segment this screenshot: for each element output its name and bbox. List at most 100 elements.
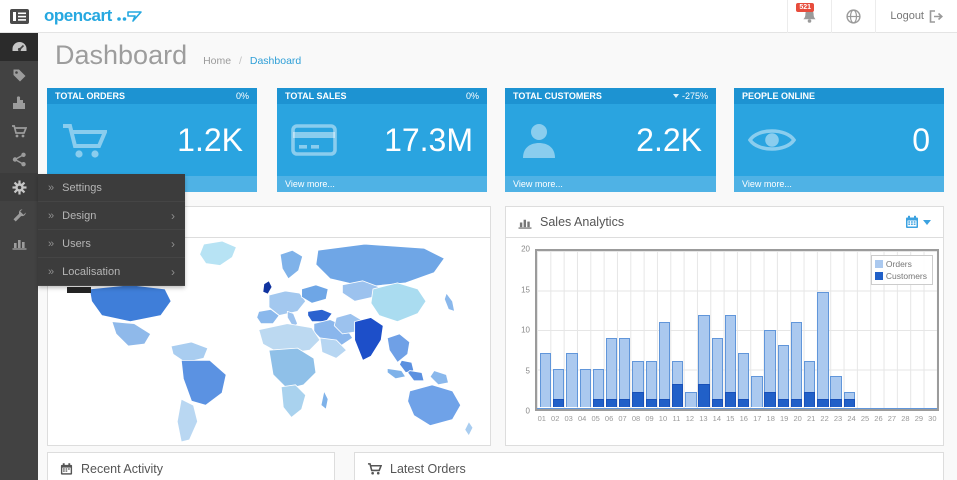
orders-bar[interactable]	[843, 391, 855, 407]
orders-bar[interactable]	[764, 330, 776, 407]
x-tick-label: 08	[631, 414, 641, 423]
customers-bar[interactable]	[777, 399, 789, 407]
share-icon	[12, 152, 26, 166]
orders-bar[interactable]	[830, 376, 842, 407]
latest-orders-panel: Latest Orders	[354, 452, 944, 480]
logout-label: Logout	[890, 10, 924, 22]
logout-button[interactable]: Logout	[875, 0, 957, 33]
sidebar-item-reports[interactable]	[0, 229, 38, 257]
customers-bar[interactable]	[645, 399, 657, 407]
breadcrumb-current[interactable]: Dashboard	[249, 55, 302, 67]
y-tick-label: 20	[521, 244, 530, 254]
orders-bar[interactable]	[724, 314, 737, 407]
chart-day-slot	[763, 253, 776, 407]
x-tick-label: 20	[793, 414, 802, 423]
orders-bar[interactable]	[711, 337, 723, 407]
breadcrumb-home[interactable]: Home	[203, 55, 232, 67]
date-range-button[interactable]	[905, 215, 931, 229]
x-tick-label: 25	[860, 414, 870, 423]
customers-bar[interactable]	[658, 399, 671, 407]
orders-bar[interactable]	[777, 345, 789, 407]
notifications-button[interactable]: 521	[787, 0, 831, 33]
submenu-item-design[interactable]: » Design ›	[38, 202, 185, 230]
customers-bar[interactable]	[817, 399, 829, 407]
sidebar-item-catalog[interactable]	[0, 61, 38, 89]
stores-button[interactable]	[831, 0, 875, 33]
customers-bar[interactable]	[632, 391, 644, 407]
orders-bar[interactable]	[790, 322, 803, 407]
orders-bar[interactable]	[539, 353, 552, 407]
tile-label: TOTAL SALES	[285, 91, 347, 101]
x-tick-label: 18	[766, 414, 775, 423]
x-tick-label: 30	[928, 414, 937, 423]
menu-toggle-button[interactable]	[0, 0, 38, 33]
orders-bar[interactable]	[751, 376, 763, 407]
orders-bar[interactable]	[632, 360, 644, 407]
submenu-item-users[interactable]: » Users ›	[38, 230, 185, 258]
opencart-arrow-icon	[116, 11, 142, 22]
chart-day-slot	[711, 253, 724, 407]
tile-value: 17.3M	[384, 121, 473, 158]
sidebar-item-extensions[interactable]	[0, 89, 38, 117]
customers-bar[interactable]	[553, 399, 565, 407]
sidebar-item-sales[interactable]	[0, 117, 38, 145]
orders-bar[interactable]	[737, 353, 750, 407]
y-tick-label: 10	[521, 325, 530, 335]
orders-bar[interactable]	[645, 360, 657, 407]
customers-bar[interactable]	[592, 399, 605, 407]
bell-icon	[803, 9, 816, 23]
customers-bar[interactable]	[764, 391, 776, 407]
panel-title: Latest Orders	[390, 461, 466, 476]
double-angle-icon: »	[48, 265, 55, 278]
sidebar-item-marketing[interactable]	[0, 145, 38, 173]
orders-bar[interactable]	[579, 368, 591, 407]
customers-bar[interactable]	[671, 383, 684, 407]
submenu-item-label: Users	[62, 237, 91, 250]
sidebar-item-tools[interactable]	[0, 201, 38, 229]
chart-day-slot	[605, 253, 618, 407]
customers-bar[interactable]	[830, 399, 842, 407]
x-tick-label: 23	[833, 414, 843, 423]
customers-bar[interactable]	[711, 399, 723, 407]
orders-bar[interactable]	[685, 391, 697, 407]
customers-bar[interactable]	[605, 399, 618, 407]
customers-bar[interactable]	[698, 383, 710, 407]
submenu-item-localisation[interactable]: » Localisation ›	[38, 258, 185, 286]
x-tick-label: 02	[551, 414, 560, 423]
orders-bar[interactable]	[817, 291, 829, 407]
chart-day-slot	[697, 253, 710, 407]
view-more-link[interactable]: View more...	[734, 176, 944, 192]
submenu-item-label: Localisation	[62, 265, 121, 278]
x-tick-label: 09	[645, 414, 654, 423]
orders-bar[interactable]	[698, 314, 710, 407]
sidebar-item-dashboard[interactable]	[0, 33, 38, 61]
calendar-icon	[60, 462, 73, 475]
tile-percent: 0%	[465, 91, 479, 101]
orders-bar[interactable]	[803, 360, 816, 407]
orders-bar[interactable]	[605, 337, 618, 407]
menu-list-icon	[9, 8, 29, 24]
x-tick-label: 12	[685, 414, 695, 423]
customers-bar[interactable]	[737, 399, 750, 407]
orders-bar[interactable]	[566, 353, 578, 407]
customers-bar[interactable]	[843, 399, 855, 407]
customers-bar[interactable]	[619, 399, 631, 407]
legend-label: Orders	[885, 259, 912, 269]
customers-bar[interactable]	[724, 391, 737, 407]
view-more-link[interactable]: View more...	[277, 176, 487, 192]
panel-title: Recent Activity	[81, 461, 163, 476]
opencart-logo[interactable]: opencart	[44, 6, 142, 26]
customers-bar[interactable]	[803, 391, 816, 407]
orders-bar[interactable]	[553, 368, 565, 407]
y-tick-label: 5	[525, 366, 530, 375]
caret-down-icon	[923, 219, 931, 225]
x-tick-label: 11	[672, 414, 681, 423]
orders-bar[interactable]	[619, 337, 631, 407]
customers-bar[interactable]	[790, 399, 803, 407]
sidebar-item-system[interactable]	[0, 173, 38, 201]
orders-bar[interactable]	[658, 322, 671, 407]
view-more-link[interactable]: View more...	[505, 176, 716, 192]
x-tick-label: 07	[618, 414, 627, 423]
submenu-item-settings[interactable]: » Settings	[38, 174, 185, 202]
orders-bar[interactable]	[592, 368, 605, 407]
